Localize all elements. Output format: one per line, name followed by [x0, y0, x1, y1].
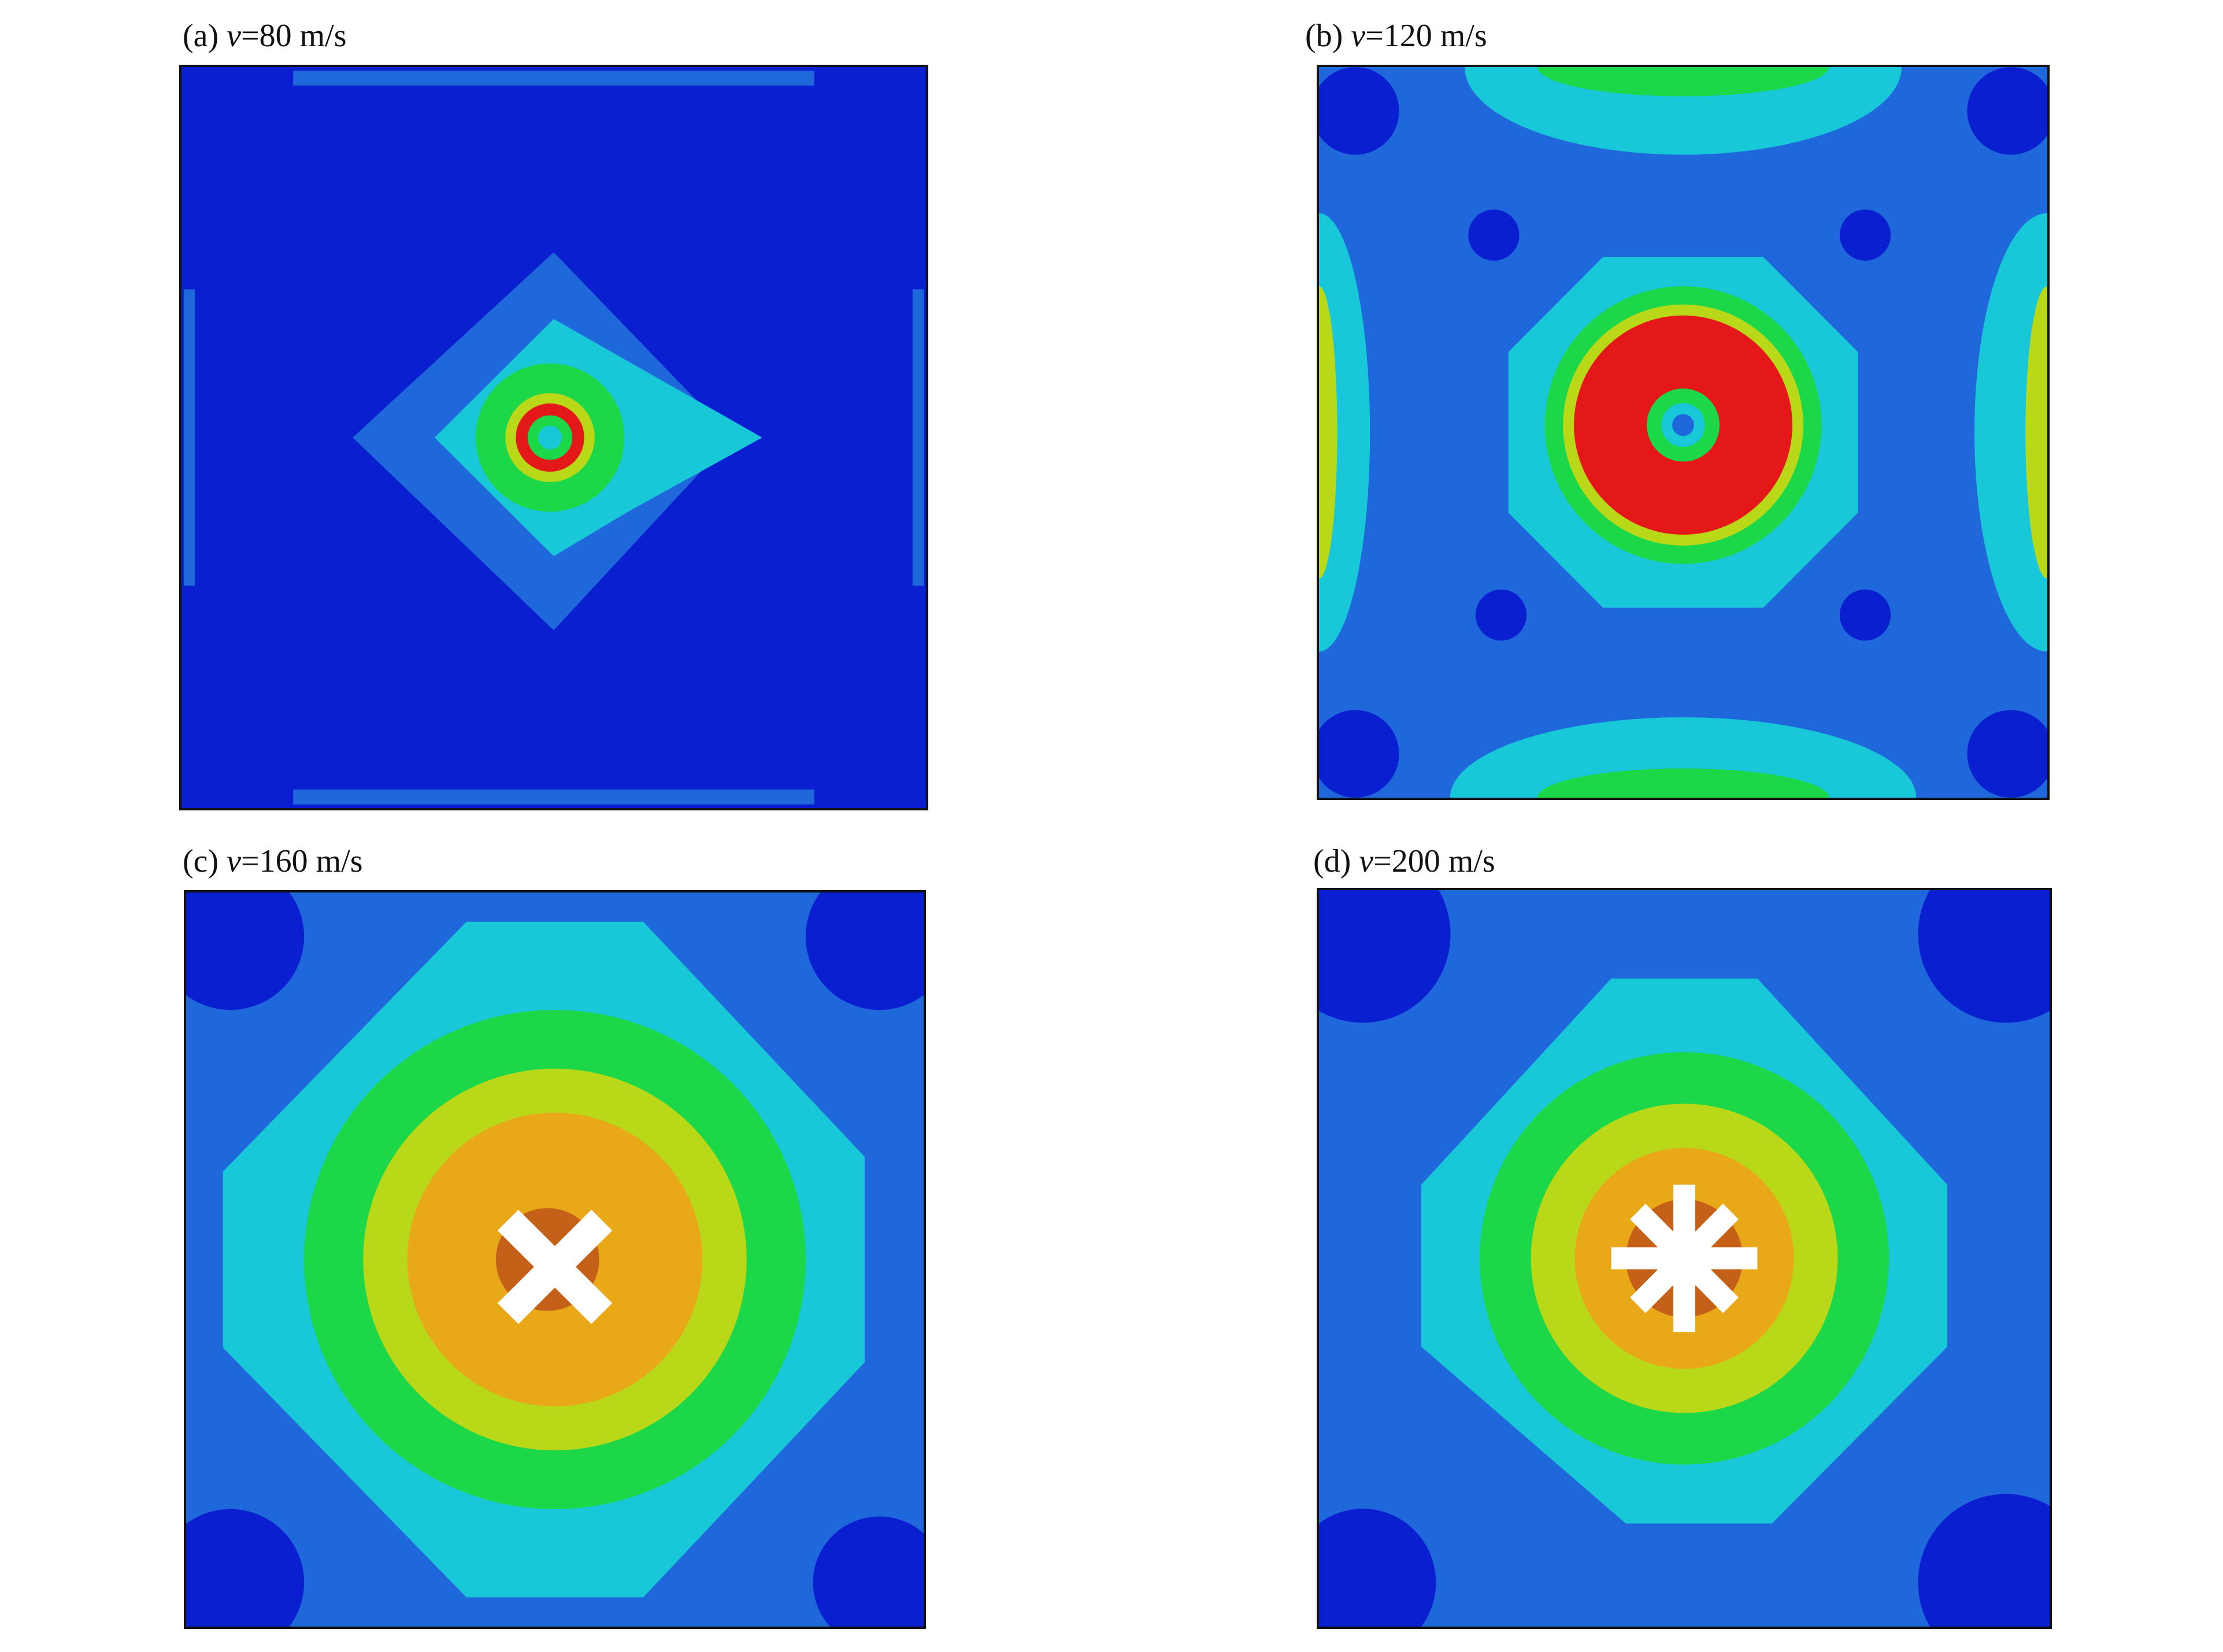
caption-b: (b) v=120 m/s [1305, 20, 1487, 52]
right-edge-contour [1974, 213, 2047, 652]
corner-blob-tl [1319, 67, 1399, 155]
caption-b-var: v [1351, 18, 1366, 54]
corner-blob-tr [1918, 890, 2050, 1023]
caption-d: (d) v=200 m/s [1313, 845, 1495, 877]
contour-panel-c [184, 890, 926, 1629]
contour-plot-b [1319, 67, 2047, 798]
left-edge-yellow [1319, 286, 1337, 579]
corner-blob-bl [1319, 710, 1399, 798]
contour-panel-d [1317, 888, 2052, 1629]
caption-c: (c) v=160 m/s [183, 845, 363, 877]
top-edge-contour [1465, 67, 1902, 155]
left-edge-contour [1319, 213, 1370, 652]
contour-panel-a [179, 65, 928, 810]
inner-blob-tr [1839, 209, 1891, 261]
contour-plot-a [181, 67, 926, 808]
right-edge-band [912, 289, 924, 586]
caption-c-value: =160 m/s [241, 843, 363, 879]
corner-blob-tl [1319, 890, 1451, 1023]
fracture-cross [497, 1209, 613, 1324]
corner-blob-br [1918, 1494, 2050, 1627]
top-edge-green [1537, 67, 1829, 97]
contour-plot-d [1319, 890, 2050, 1627]
bottom-edge-green [1537, 768, 1829, 798]
center-cyan-contour [538, 425, 562, 450]
caption-d-value: =200 m/s [1373, 843, 1495, 879]
right-edge-yellow [2025, 286, 2047, 579]
caption-a-var: v [227, 18, 242, 54]
top-edge-band [293, 71, 814, 86]
caption-b-label: (b) [1305, 18, 1343, 54]
bottom-edge-band [293, 789, 814, 805]
inner-blob-bl [1475, 589, 1527, 641]
caption-b-value: =120 m/s [1365, 18, 1487, 54]
left-edge-band [183, 289, 195, 586]
fracture-star [1611, 1184, 1758, 1332]
center-blue-contour [1672, 414, 1694, 436]
caption-d-label: (d) [1313, 843, 1351, 879]
corner-blob-br [813, 1516, 924, 1627]
corner-blob-tr [805, 892, 924, 1010]
corner-blob-br [1967, 710, 2047, 798]
caption-a: (a) v=80 m/s [183, 20, 347, 52]
corner-blob-bl [1319, 1509, 1436, 1627]
caption-d-var: v [1359, 843, 1374, 879]
bottom-edge-contour [1450, 717, 1917, 798]
caption-a-label: (a) [183, 18, 219, 54]
contour-plot-c [186, 892, 924, 1627]
caption-c-label: (c) [183, 843, 219, 879]
corner-blob-tl [186, 892, 305, 1010]
corner-blob-bl [186, 1509, 305, 1627]
corner-blob-tr [1967, 67, 2047, 155]
inner-blob-br [1839, 589, 1891, 641]
inner-blob-tl [1468, 209, 1520, 261]
caption-c-var: v [227, 843, 242, 879]
caption-a-value: =80 m/s [241, 18, 347, 54]
contour-panel-b [1317, 65, 2050, 800]
